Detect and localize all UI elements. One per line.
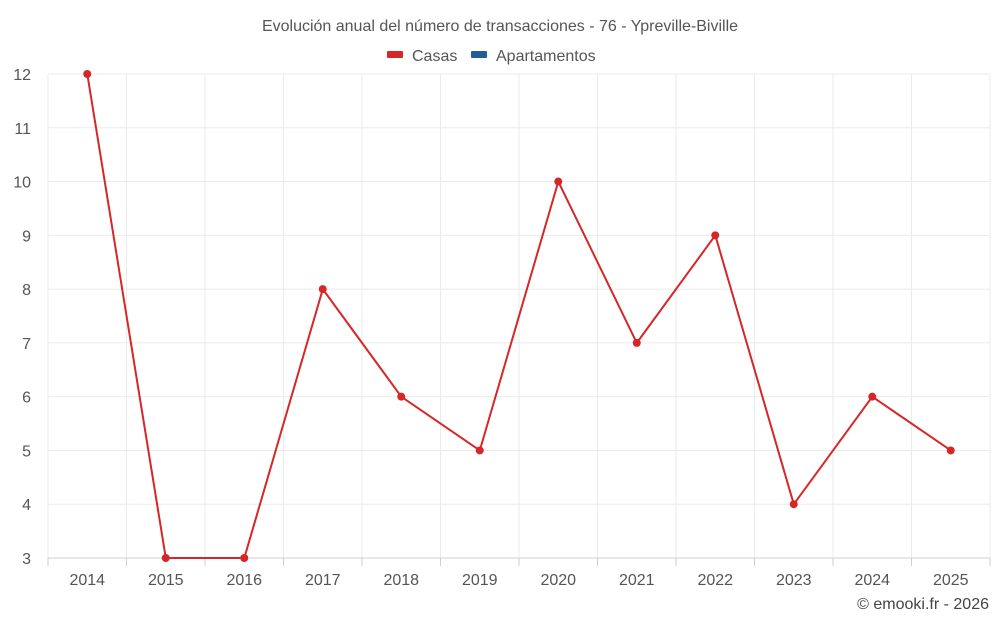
y-tick-label: 4 xyxy=(22,497,31,514)
series-line-casas xyxy=(86,73,952,559)
y-tick-label: 6 xyxy=(22,390,31,407)
y-tick-label: 12 xyxy=(13,67,31,84)
y-tick-label: 7 xyxy=(22,336,31,353)
y-tick-label: 3 xyxy=(22,551,31,568)
series xyxy=(83,70,955,562)
x-tick-label: 2021 xyxy=(619,572,655,589)
data-point-casas xyxy=(868,392,877,401)
legend-label-apartamentos: Apartamentos xyxy=(496,48,596,65)
data-point-casas xyxy=(789,500,798,509)
data-point-casas xyxy=(946,446,955,455)
chart-title: Evolución anual del número de transaccio… xyxy=(262,18,738,35)
y-tick-label: 5 xyxy=(22,443,31,460)
data-point-casas xyxy=(161,554,170,562)
data-point-casas xyxy=(554,177,563,186)
legend-swatch-casas xyxy=(387,51,403,58)
axes: 3 4 5 6 7 8 9 10 11 12 2014 2015 2016 2017 2018 2019 202… xyxy=(13,67,991,589)
x-tick-label: 2020 xyxy=(540,572,576,589)
y-tick-label: 10 xyxy=(13,175,31,192)
data-point-casas xyxy=(83,70,92,78)
x-tick-label: 2017 xyxy=(305,572,341,589)
legend-label-casas: Casas xyxy=(412,48,457,65)
y-tick-label: 9 xyxy=(22,228,31,245)
x-tick-label: 2025 xyxy=(933,572,969,589)
legend-item-casas[interactable]: Casas xyxy=(387,48,457,65)
x-tick-label: 2016 xyxy=(226,572,262,589)
y-tick-label: 11 xyxy=(14,121,31,138)
data-point-casas xyxy=(711,231,720,240)
x-tick-label: 2024 xyxy=(854,572,890,589)
x-tick-label: 2019 xyxy=(462,572,498,589)
x-tick-label: 2014 xyxy=(69,572,105,589)
data-point-casas xyxy=(632,338,641,347)
x-tick-label: 2023 xyxy=(776,572,812,589)
legend-item-apartamentos[interactable]: Apartamentos xyxy=(471,48,596,65)
data-point-casas xyxy=(240,554,249,562)
x-tick-label: 2015 xyxy=(148,572,184,589)
legend-swatch-apartamentos xyxy=(471,51,487,58)
y-tick-label: 8 xyxy=(22,282,31,299)
credit-text: © emooki.fr - 2026 xyxy=(857,596,989,613)
data-point-casas xyxy=(475,446,484,455)
legend: Casas Apartamentos xyxy=(387,48,596,65)
x-tick-label: 2018 xyxy=(383,572,419,589)
gridlines xyxy=(47,73,991,559)
x-tick-label: 2022 xyxy=(697,572,733,589)
data-point-casas xyxy=(318,285,327,294)
data-point-casas xyxy=(397,392,406,401)
